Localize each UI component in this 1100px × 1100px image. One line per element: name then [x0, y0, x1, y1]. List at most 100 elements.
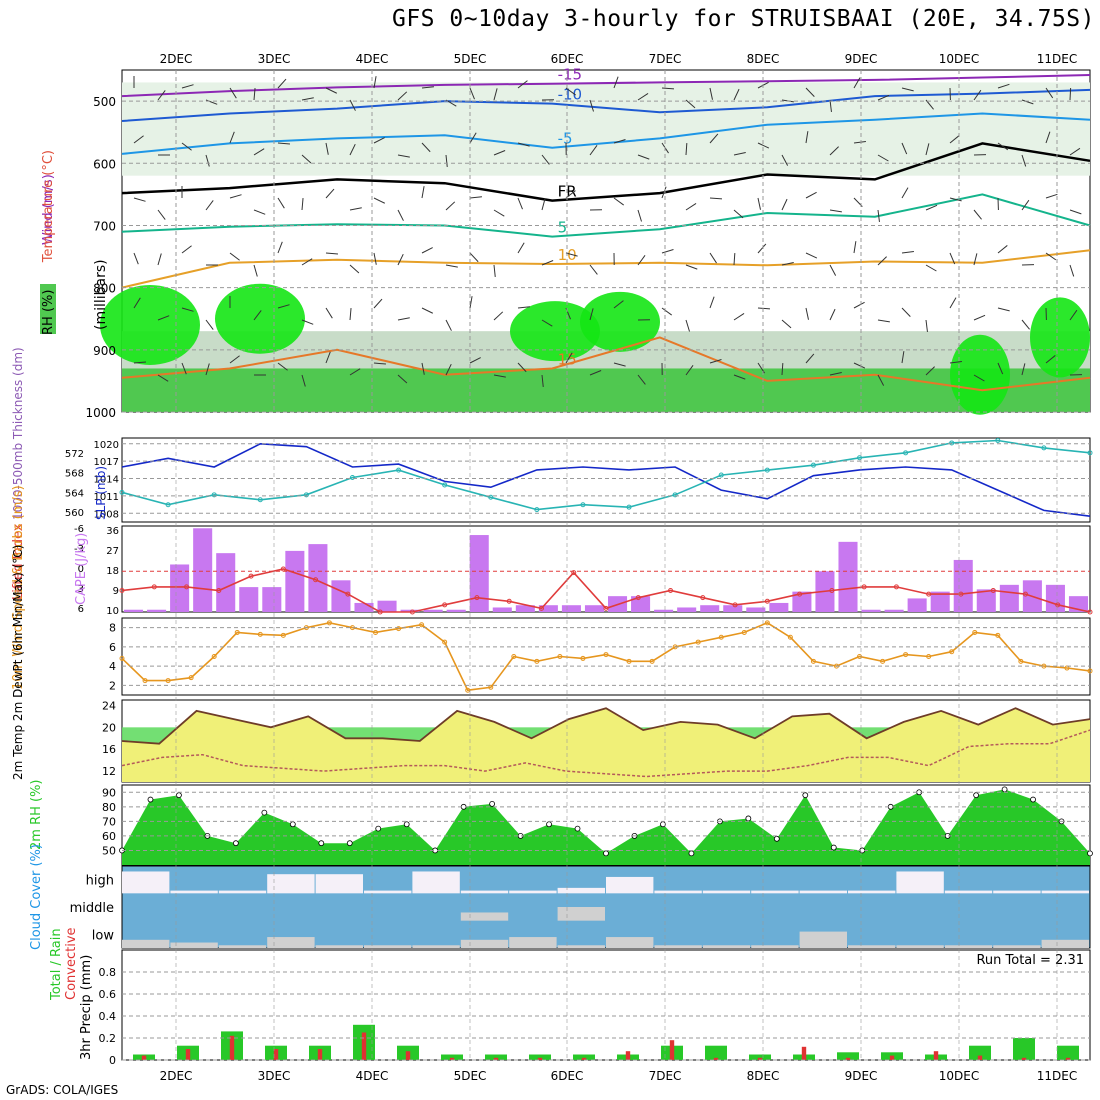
upper-wind-barb	[829, 209, 842, 213]
precip-total-bar-9	[529, 1054, 551, 1060]
ytick-slp-1020: 1020	[94, 440, 119, 451]
upper-wind-barb	[349, 99, 356, 111]
legend-rh-swatch	[40, 284, 56, 334]
xtick-bottom-6: 8DEC	[747, 1069, 780, 1083]
precip-total-bar-19	[969, 1045, 991, 1060]
xtick-bottom-9: 11DEC	[1037, 1069, 1077, 1083]
legend-temperature: Temperature (°C)	[41, 150, 56, 263]
cloud-low-bar-18	[993, 945, 1041, 948]
upper-wind-barb	[1069, 147, 1081, 156]
precip-panel	[121, 949, 1091, 1061]
upper-wind-barb	[517, 306, 530, 309]
upper-wind-barb	[661, 186, 667, 199]
wind-speed-point-28	[764, 620, 770, 626]
cape-bar-14	[446, 609, 466, 612]
ytick-cape-2: 18	[106, 566, 119, 577]
xtick-bottom-0: 2DEC	[160, 1069, 193, 1083]
lifted-index-point-3	[216, 588, 222, 593]
temp-line	[121, 707, 1091, 745]
upper-wind-barb	[253, 310, 262, 321]
wind-speed-point-32	[857, 654, 863, 659]
upper-wind-barb	[925, 264, 937, 272]
upper-wind-barb	[901, 142, 908, 155]
slp-panel	[121, 437, 1091, 523]
upper-wind-barb	[1021, 154, 1027, 167]
cape-bar-12	[400, 609, 420, 612]
rh2m-point-4	[232, 840, 239, 847]
ytick-p-500: 500	[93, 95, 116, 109]
cloud-low-bar-14	[799, 931, 847, 948]
thickness-point-8	[488, 494, 494, 500]
cloud-high-bar-7	[460, 890, 509, 894]
ylabel-precip: 3hr Precip (mm)	[79, 955, 94, 1060]
upper-wind-barb	[229, 131, 235, 144]
upper-wind-barb	[493, 264, 496, 277]
cloud-low-bar-12	[702, 945, 751, 948]
wind-speed-point-19	[557, 654, 563, 659]
upper-wind-barb	[1021, 363, 1026, 376]
wind-speed-point-25	[695, 639, 701, 645]
xtick-top-4: 6DEC	[551, 52, 584, 66]
cloud-high-bar-0	[122, 871, 170, 894]
upper-wind-barb	[469, 132, 477, 144]
cape-bar-36	[953, 559, 973, 612]
legend-wind: Wind (m/s)	[41, 174, 56, 245]
upper-wind-barb	[157, 90, 166, 101]
upper-wind-barb	[277, 78, 287, 89]
upper-wind-barb	[997, 245, 1008, 254]
thickness-point-15	[810, 462, 816, 468]
ytick-wind-2: 2	[109, 679, 116, 692]
upper-wind-barb	[373, 76, 377, 89]
wind-speed-point-22	[626, 658, 632, 664]
thickness-point-19	[995, 437, 1001, 443]
upper-wind-barb	[613, 197, 625, 206]
upper-wind-barb	[1021, 199, 1030, 211]
upper-wind-barb	[157, 374, 169, 382]
xtick-top-9: 11DEC	[1037, 52, 1077, 66]
cloud-level-middle: middle	[70, 901, 114, 916]
upper-wind-barb	[589, 308, 594, 321]
rh2m-point-31	[1001, 786, 1008, 793]
upper-wind-barb	[613, 76, 619, 89]
upper-wind-barb	[181, 142, 192, 151]
upper-wind-barb	[733, 88, 740, 101]
upper-wind-barb	[445, 363, 452, 376]
isotherm-0	[121, 74, 1091, 98]
rh2m-point-13	[489, 801, 496, 807]
cloud-high-bar-18	[993, 890, 1041, 894]
precip-conv-bar-12	[669, 1040, 675, 1060]
wind-speed-point-35	[926, 654, 932, 659]
cloud-high-bar-17	[944, 890, 993, 894]
upper-wind-barb	[925, 319, 928, 332]
wind-speed-point-38	[995, 632, 1001, 638]
cloud-low-bar-13	[751, 945, 799, 948]
upper-wind-barb	[877, 94, 890, 101]
upper-wind-barb	[325, 252, 338, 255]
xtick-top-6: 8DEC	[747, 52, 780, 66]
upper-wind-barb	[901, 187, 909, 199]
upper-wind-barb	[181, 245, 192, 254]
cape-bar-24	[677, 607, 697, 612]
upper-wind-barb	[301, 97, 314, 101]
lifted-index-point-7	[345, 591, 351, 597]
upper-wind-barb	[325, 87, 338, 94]
upper-wind-barb	[229, 252, 240, 261]
footer-credit: GrADS: COLA/IGES	[6, 1083, 119, 1097]
upper-wind-barb	[685, 364, 694, 376]
rh-shade-upper	[122, 82, 1090, 176]
rh2m-point-23	[773, 835, 780, 842]
wind-speed-point-18	[534, 658, 540, 664]
upper-wind-barb	[637, 254, 646, 266]
y-axis-label-pressure: (millibars)	[93, 259, 109, 330]
upper-wind-barb	[589, 99, 594, 112]
ytick-li-1: -3	[74, 544, 84, 555]
upper-wind-barb	[637, 374, 646, 385]
legend-rh: RH (%)	[41, 290, 56, 335]
rh-patch-2	[510, 301, 600, 362]
cloud-high-bar-1	[170, 890, 218, 894]
cape-bar-13	[423, 609, 443, 612]
lifted-index-point-11	[474, 595, 480, 601]
rh2m-point-20	[688, 850, 695, 857]
isotherm-label-0: -15	[558, 66, 583, 84]
ytick-precip-0.8: 0.8	[99, 966, 117, 979]
